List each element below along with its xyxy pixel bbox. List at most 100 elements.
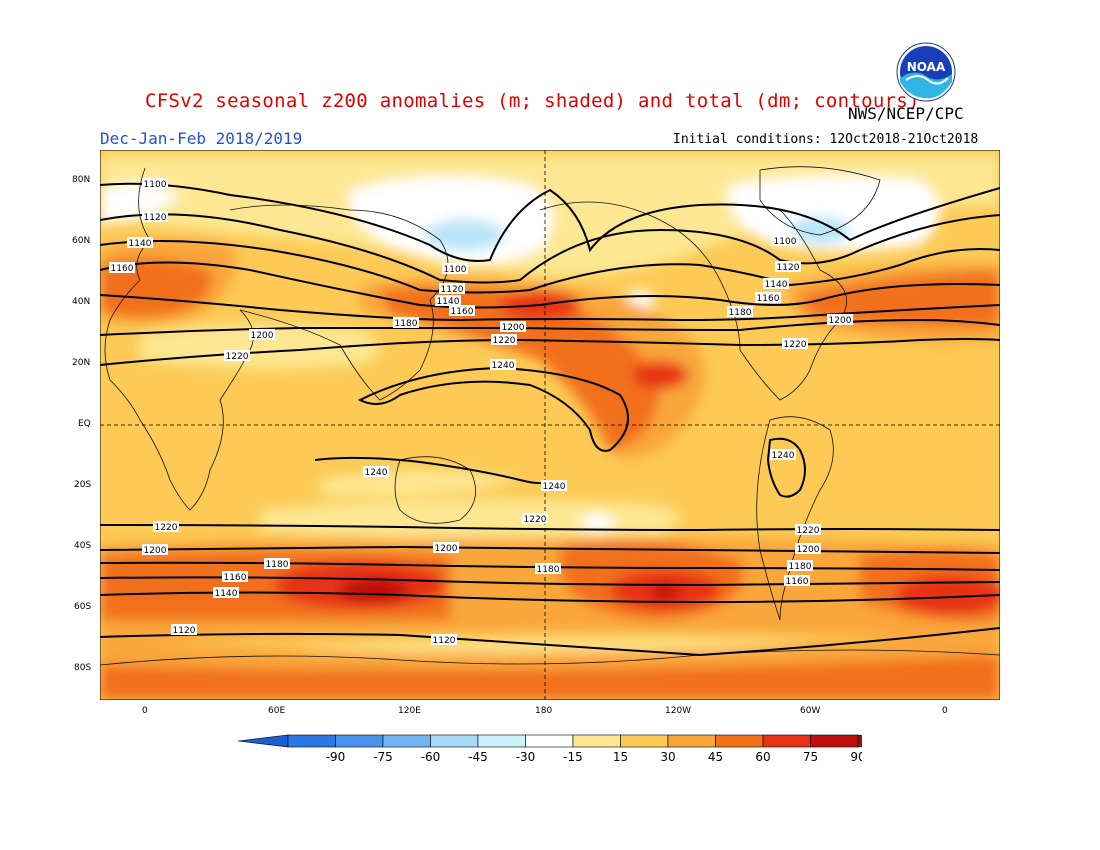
- colorbar-arrow-high: [857, 734, 862, 748]
- contour-label: 1120: [441, 285, 464, 295]
- contour-label: 1100: [444, 265, 467, 275]
- contour-label: 1200: [435, 544, 458, 554]
- agency-label: NWS/NCEP/CPC: [848, 104, 964, 123]
- shade-red-south-atlantic: [895, 575, 1000, 615]
- colorbar-block: [525, 734, 574, 748]
- lon-label: 180: [535, 706, 553, 716]
- contour-label: 1180: [789, 562, 812, 572]
- shade-pale-blue-greenland: [790, 216, 850, 244]
- shade-light-yellow-tropics-west: [140, 323, 380, 369]
- noaa-logo: NOAA: [896, 42, 956, 102]
- contour-label: 1180: [395, 319, 418, 329]
- colorbar-block: [477, 734, 526, 748]
- shade-white-atlantic-north: [728, 176, 940, 252]
- shade-dark-red-south-indian: [340, 578, 410, 602]
- contour-label: 1240: [492, 361, 515, 371]
- colorbar-label: -75: [373, 750, 393, 764]
- lat-label: 80N: [72, 175, 91, 185]
- colorbar-block: [430, 734, 479, 748]
- contour-label: 1140: [215, 589, 238, 599]
- colorbar-label: -45: [468, 750, 488, 764]
- contour-label: 1120: [173, 626, 196, 636]
- coast-north-america: [539, 201, 848, 401]
- coast-antarctica: [100, 649, 1000, 666]
- shade-white-spot-south: [579, 514, 615, 530]
- contour-1220: [100, 338, 1000, 366]
- contour-label: 1120: [777, 263, 800, 273]
- coast-asia: [229, 204, 449, 401]
- shade-deep-orange-antarctic: [100, 655, 1000, 700]
- contour-1200-south: [100, 545, 1000, 554]
- contour-label: 1220: [784, 340, 807, 350]
- logo-text: NOAA: [907, 60, 946, 74]
- chart-title: CFSv2 seasonal z200 anomalies (m; shaded…: [145, 90, 920, 112]
- contour-1140: [100, 240, 1000, 294]
- colorbar-block: [810, 734, 859, 748]
- lat-label: 60N: [72, 236, 91, 246]
- shade-white-northwest: [100, 183, 180, 225]
- colorbar-label: -15: [563, 750, 583, 764]
- initial-conditions: Initial conditions: 12Oct2018-21Oct2018: [673, 132, 979, 147]
- contour-label: 1120: [144, 213, 167, 223]
- lon-label: 120E: [398, 706, 421, 716]
- contour-label: 1200: [251, 331, 274, 341]
- contour-1240-sa: [766, 437, 806, 498]
- lon-label: 0: [942, 706, 948, 716]
- contour-label: 1140: [437, 297, 460, 307]
- contour-label: 1160: [224, 573, 247, 583]
- shade-red-central-pacific: [632, 361, 688, 389]
- colorbar-label: -60: [421, 750, 441, 764]
- contour-label: 1180: [729, 308, 752, 318]
- contour-label: 1240: [365, 468, 388, 478]
- height-contours: [100, 182, 1000, 657]
- lon-label: 0: [142, 706, 148, 716]
- lat-label: 20N: [72, 358, 91, 368]
- contour-1240-south: [314, 456, 546, 485]
- shade-dark-red-south-pacific: [650, 584, 680, 600]
- colorbar-block: [335, 734, 384, 748]
- contour-label: 1160: [786, 577, 809, 587]
- contour-label: 1220: [797, 526, 820, 536]
- shade-light-yellow-south: [260, 498, 680, 539]
- contour-label: 1100: [774, 237, 797, 247]
- colorbar-block: [762, 734, 811, 748]
- contour-label: 1220: [226, 352, 249, 362]
- coast-australia: [394, 456, 477, 524]
- lat-label: 60S: [74, 602, 92, 612]
- coast-greenland: [759, 166, 881, 236]
- colorbar-label: 75: [803, 750, 818, 764]
- contour-1220-south: [100, 524, 1000, 532]
- lat-label: 20S: [74, 480, 92, 490]
- contour-label: 1200: [829, 316, 852, 326]
- contour-labels: 1100 1100 1100 1120 1120 1120 1120 1120 …: [109, 178, 853, 646]
- contour-label: 1240: [543, 482, 566, 492]
- colorbar-label: 45: [708, 750, 723, 764]
- contour-1160: [100, 261, 1000, 309]
- contour-1120: [100, 213, 1000, 284]
- forecast-period: Dec-Jan-Feb 2018/2019: [100, 129, 303, 148]
- contour-1140-south: [100, 591, 1000, 604]
- colorbar-block: [382, 734, 431, 748]
- contour-label: 1220: [155, 523, 178, 533]
- contour-label: 1220: [524, 515, 547, 525]
- contour-label: 1160: [111, 264, 134, 274]
- colorbar-block: [572, 734, 621, 748]
- contour-label: 1100: [144, 180, 167, 190]
- shade-pale-blue-siberia: [425, 219, 505, 251]
- contour-label: 1140: [765, 280, 788, 290]
- colorbar-block: [287, 734, 336, 748]
- contour-label: 1200: [144, 546, 167, 556]
- contour-1100: [100, 182, 1000, 262]
- colorbar-block: [620, 734, 669, 748]
- colorbar-labels: -90 -75 -60 -45 -30 -15 15 30 45 60 75 90: [326, 750, 862, 764]
- lat-label: 40N: [72, 297, 91, 307]
- lon-label: 120W: [665, 706, 692, 716]
- colorbar-label: -90: [326, 750, 346, 764]
- lat-label: 40S: [74, 541, 92, 551]
- coast-europe-africa: [104, 167, 254, 511]
- lon-label: 60E: [268, 706, 286, 716]
- contour-1200: [100, 318, 1000, 336]
- colorbar-block: [715, 734, 764, 748]
- contour-label: 1220: [493, 336, 516, 346]
- colorbar-block: [667, 734, 716, 748]
